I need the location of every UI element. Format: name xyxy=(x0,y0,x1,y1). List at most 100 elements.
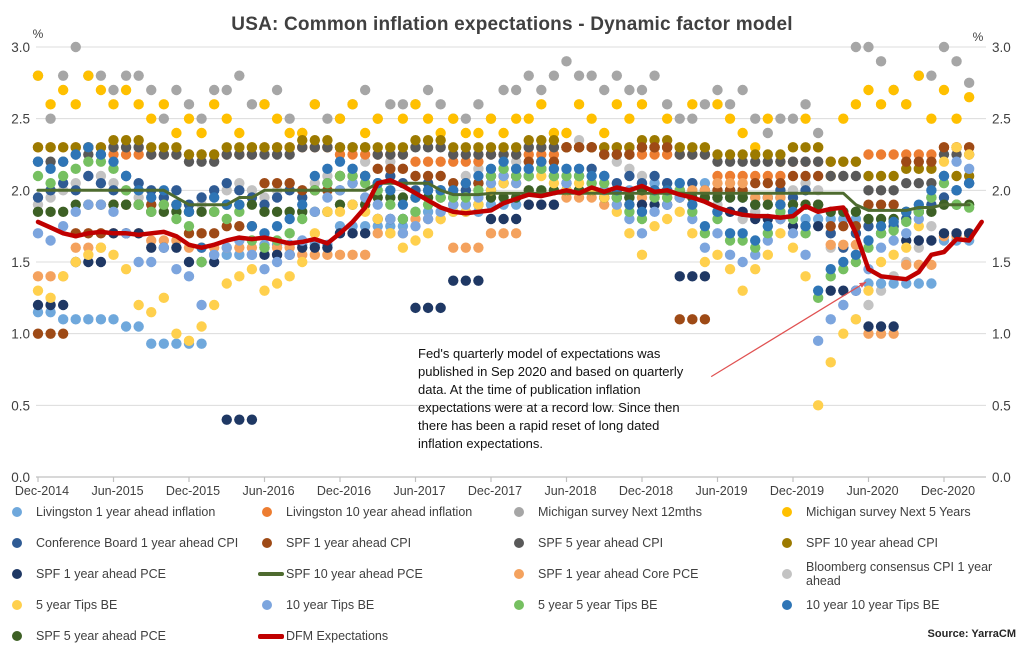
data-point-michigan_12m xyxy=(95,70,107,81)
data-point-spf_5y_cpi xyxy=(284,149,295,160)
data-point-tips_5y5y_be xyxy=(611,192,623,203)
data-point-spf_5y_pce xyxy=(762,199,774,210)
data-point-spf_10y_cpi xyxy=(963,170,975,182)
data-point-tips_5y5y_be xyxy=(83,156,94,167)
data-point-spf_5y_cpi xyxy=(699,149,711,160)
data-point-tips_10y_be xyxy=(284,249,295,261)
data-point-michigan_5y xyxy=(32,70,44,81)
data-point-spf_10y_cpi xyxy=(70,142,81,153)
data-point-livingston_1y xyxy=(133,321,144,332)
data-point-michigan_5y xyxy=(473,127,484,139)
y-axis-unit-left: % xyxy=(33,27,44,41)
data-point-livingston_1y xyxy=(70,314,81,325)
data-point-spf_5y_cpi xyxy=(926,177,937,189)
data-point-tips_10y10y_be xyxy=(523,163,534,175)
data-point-spf_5y_cpi xyxy=(523,142,534,153)
data-point-bloomberg_cpi_1y xyxy=(221,185,232,196)
data-point-tips_5y_be xyxy=(712,249,723,261)
data-point-spf_10y_cpi xyxy=(133,134,144,146)
data-point-tips_10y_be xyxy=(485,177,497,189)
data-point-conference_board_1y xyxy=(259,199,270,210)
data-point-michigan_12m xyxy=(536,84,547,96)
data-point-bloomberg_cpi_1y xyxy=(234,177,245,189)
data-point-spf_1y_cpi xyxy=(599,149,610,160)
data-point-michigan_12m xyxy=(284,113,295,124)
data-point-spf_5y_pce xyxy=(334,199,346,210)
data-point-spf_5y_pce xyxy=(45,206,56,218)
data-point-michigan_12m xyxy=(787,113,799,124)
data-point-spf_1y_pce xyxy=(498,213,509,225)
data-point-michigan_5y xyxy=(259,99,270,110)
data-point-tips_5y_be xyxy=(271,278,283,289)
data-point-conference_board_1y xyxy=(624,170,635,182)
data-point-michigan_5y xyxy=(448,113,459,124)
data-point-spf_1y_pce xyxy=(435,302,446,314)
data-point-spf_10y_cpi xyxy=(687,142,698,153)
data-point-spf_1y_cpi xyxy=(259,177,270,189)
data-point-spf_5y_cpi xyxy=(196,156,207,167)
data-point-spf_10y_cpi xyxy=(913,163,925,175)
data-point-tips_5y5y_be xyxy=(95,156,107,167)
data-point-spf_10y_cpi xyxy=(636,134,648,146)
legend-label: SPF 1 year ahead CPI xyxy=(286,536,412,550)
data-point-spf_10y_cpi xyxy=(309,134,321,146)
legend-item-13: 10 year Tips BE xyxy=(258,596,510,614)
legend-swatch-icon xyxy=(782,507,792,517)
data-point-spf_5y_cpi xyxy=(510,149,522,160)
legend-label: Conference Board 1 year ahead CPI xyxy=(36,536,239,550)
data-point-spf_1y_core_pce xyxy=(45,271,56,282)
data-point-spf_1y_pce xyxy=(221,414,232,425)
data-point-conference_board_1y xyxy=(687,177,698,189)
data-point-tips_10y_be xyxy=(271,256,283,268)
data-point-tips_5y_be xyxy=(322,206,333,218)
data-point-tips_5y5y_be xyxy=(133,199,144,210)
data-point-spf_1y_cpi xyxy=(875,199,887,210)
data-point-michigan_12m xyxy=(586,70,597,81)
data-point-spf_5y_cpi xyxy=(498,149,509,160)
data-point-spf_10y_cpi xyxy=(762,149,774,160)
data-point-spf_10y_cpi xyxy=(334,142,346,153)
data-point-tips_5y_be xyxy=(963,149,975,160)
data-point-spf_5y_pce xyxy=(158,206,170,218)
data-point-spf_1y_pce xyxy=(259,249,270,261)
data-point-spf_1y_pce xyxy=(485,213,497,225)
data-point-spf_1y_core_pce xyxy=(460,242,472,253)
data-point-bloomberg_cpi_1y xyxy=(800,177,811,189)
data-point-conference_board_1y xyxy=(95,177,107,189)
data-point-spf_10y_cpi xyxy=(448,142,459,153)
data-point-spf_5y_cpi xyxy=(838,170,849,182)
annotation-text: Fed's quarterly model of expectations wa… xyxy=(418,346,684,451)
data-point-spf_1y_core_pce xyxy=(863,328,874,339)
data-point-bloomberg_cpi_1y xyxy=(309,177,321,189)
data-point-spf_1y_cpi xyxy=(636,142,648,153)
data-point-tips_10y10y_be xyxy=(120,170,132,182)
data-point-spf_1y_core_pce xyxy=(888,328,899,339)
data-point-michigan_12m xyxy=(460,113,472,124)
data-point-livingston_1y xyxy=(875,278,887,289)
data-point-spf_1y_pce xyxy=(146,242,157,253)
data-point-spf_1y_pce xyxy=(271,249,283,261)
data-point-michigan_12m xyxy=(938,41,950,53)
data-point-michigan_5y xyxy=(271,113,283,124)
data-point-spf_1y_cpi xyxy=(397,163,409,175)
data-point-conference_board_1y xyxy=(825,228,836,239)
data-point-tips_10y_be xyxy=(624,213,635,225)
data-point-livingston_1y xyxy=(234,249,245,261)
legend-label: Livingston 1 year ahead inflation xyxy=(36,505,216,519)
data-point-spf_1y_pce xyxy=(838,285,849,296)
data-point-tips_10y10y_be xyxy=(208,192,220,203)
data-point-michigan_12m xyxy=(687,113,698,124)
data-point-tips_10y10y_be xyxy=(586,170,597,182)
chart-legend: Livingston 1 year ahead inflation Livings… xyxy=(8,503,1018,645)
data-point-spf_1y_cpi xyxy=(410,170,421,182)
data-point-spf_1y_pce xyxy=(951,228,962,239)
legend-swatch-icon xyxy=(514,600,524,610)
data-point-tips_5y5y_be xyxy=(183,220,195,232)
data-point-bloomberg_cpi_1y xyxy=(45,192,56,203)
data-point-spf_10y_cpi xyxy=(372,142,383,153)
data-point-michigan_12m xyxy=(599,84,610,96)
data-point-tips_5y_be xyxy=(284,271,295,282)
data-point-spf_1y_core_pce xyxy=(309,249,321,261)
data-point-michigan_12m xyxy=(800,99,811,110)
data-point-spf_5y_cpi xyxy=(146,149,157,160)
